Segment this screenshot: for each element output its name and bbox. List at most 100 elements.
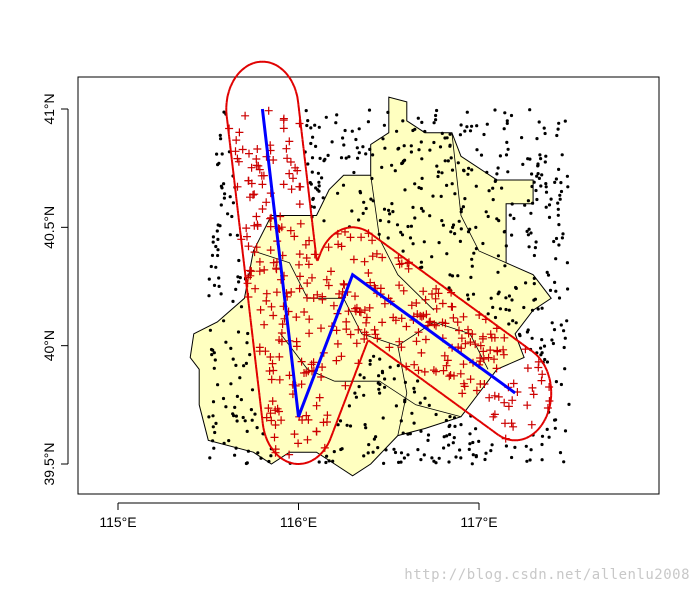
point bbox=[484, 451, 488, 455]
point bbox=[396, 364, 400, 368]
point bbox=[453, 192, 457, 196]
point bbox=[445, 136, 449, 140]
buffer-point bbox=[297, 380, 306, 389]
point bbox=[563, 429, 568, 433]
point bbox=[535, 137, 539, 141]
point bbox=[395, 223, 400, 227]
point bbox=[554, 236, 559, 241]
point bbox=[214, 421, 218, 425]
point bbox=[557, 243, 561, 247]
buffer-point bbox=[509, 379, 518, 388]
point bbox=[468, 442, 472, 446]
point bbox=[474, 427, 478, 431]
point bbox=[510, 455, 514, 460]
point bbox=[318, 156, 322, 160]
buffer-point bbox=[309, 358, 318, 367]
point bbox=[345, 423, 349, 427]
buffer-point bbox=[455, 326, 463, 335]
point bbox=[219, 292, 223, 296]
buffer-point bbox=[308, 273, 316, 282]
buffer-point bbox=[277, 223, 286, 232]
point bbox=[537, 176, 542, 180]
buffer-point bbox=[346, 330, 355, 339]
buffer-point bbox=[232, 136, 241, 145]
point bbox=[208, 456, 212, 460]
point bbox=[555, 133, 559, 138]
buffer-point bbox=[385, 343, 394, 352]
watermark: http://blog.csdn.net/allenlu2008 bbox=[404, 567, 690, 583]
point bbox=[462, 169, 466, 173]
buffer-point bbox=[371, 330, 380, 339]
point bbox=[224, 405, 228, 409]
point bbox=[513, 445, 517, 449]
point bbox=[367, 108, 372, 112]
point bbox=[475, 124, 479, 128]
point bbox=[312, 205, 316, 209]
point bbox=[458, 448, 462, 452]
point bbox=[526, 328, 530, 332]
point bbox=[536, 172, 540, 176]
buffer-point bbox=[272, 265, 281, 274]
point bbox=[211, 439, 215, 443]
point bbox=[218, 133, 222, 137]
point bbox=[552, 328, 557, 332]
point bbox=[419, 458, 423, 462]
point bbox=[553, 180, 557, 184]
buffer-point bbox=[485, 393, 494, 402]
point bbox=[545, 427, 549, 431]
point bbox=[543, 357, 547, 362]
buffer-point bbox=[366, 278, 375, 287]
point bbox=[422, 453, 426, 457]
point bbox=[242, 364, 246, 368]
point bbox=[428, 148, 432, 152]
point bbox=[222, 319, 226, 323]
point bbox=[446, 159, 450, 163]
point bbox=[222, 182, 226, 186]
point bbox=[491, 198, 495, 202]
district-boundary bbox=[334, 380, 462, 418]
buffer-point bbox=[322, 275, 331, 284]
point bbox=[483, 457, 487, 462]
point bbox=[371, 153, 375, 157]
point bbox=[336, 423, 340, 427]
buffer-point bbox=[241, 111, 250, 120]
point bbox=[212, 446, 216, 450]
point bbox=[234, 446, 238, 450]
buffer-point bbox=[528, 383, 537, 392]
point bbox=[463, 129, 467, 133]
buffer-point bbox=[346, 233, 355, 242]
point bbox=[241, 415, 245, 420]
point bbox=[550, 338, 554, 342]
buffer-point bbox=[365, 303, 374, 312]
route-line bbox=[260, 108, 516, 418]
point bbox=[413, 127, 417, 131]
point bbox=[249, 408, 253, 412]
point bbox=[445, 434, 449, 438]
point bbox=[434, 461, 438, 465]
point bbox=[380, 369, 384, 373]
point bbox=[527, 227, 531, 231]
point bbox=[423, 129, 427, 134]
point bbox=[381, 416, 385, 420]
point bbox=[334, 121, 338, 125]
point bbox=[558, 193, 562, 197]
buffer-point bbox=[364, 269, 373, 277]
buffer-point bbox=[295, 250, 304, 259]
point bbox=[372, 437, 376, 441]
buffer-point bbox=[460, 382, 469, 391]
point bbox=[540, 442, 544, 447]
point bbox=[543, 131, 547, 136]
point bbox=[213, 430, 217, 435]
point bbox=[338, 419, 343, 423]
point bbox=[453, 424, 457, 428]
point bbox=[532, 276, 536, 280]
point bbox=[502, 127, 506, 131]
buffer-point bbox=[300, 369, 308, 377]
point bbox=[246, 449, 250, 453]
buffer-point bbox=[499, 350, 508, 359]
point bbox=[430, 255, 434, 259]
point bbox=[510, 202, 514, 206]
point bbox=[456, 161, 460, 165]
buffer-point bbox=[490, 410, 499, 419]
point bbox=[207, 294, 211, 298]
